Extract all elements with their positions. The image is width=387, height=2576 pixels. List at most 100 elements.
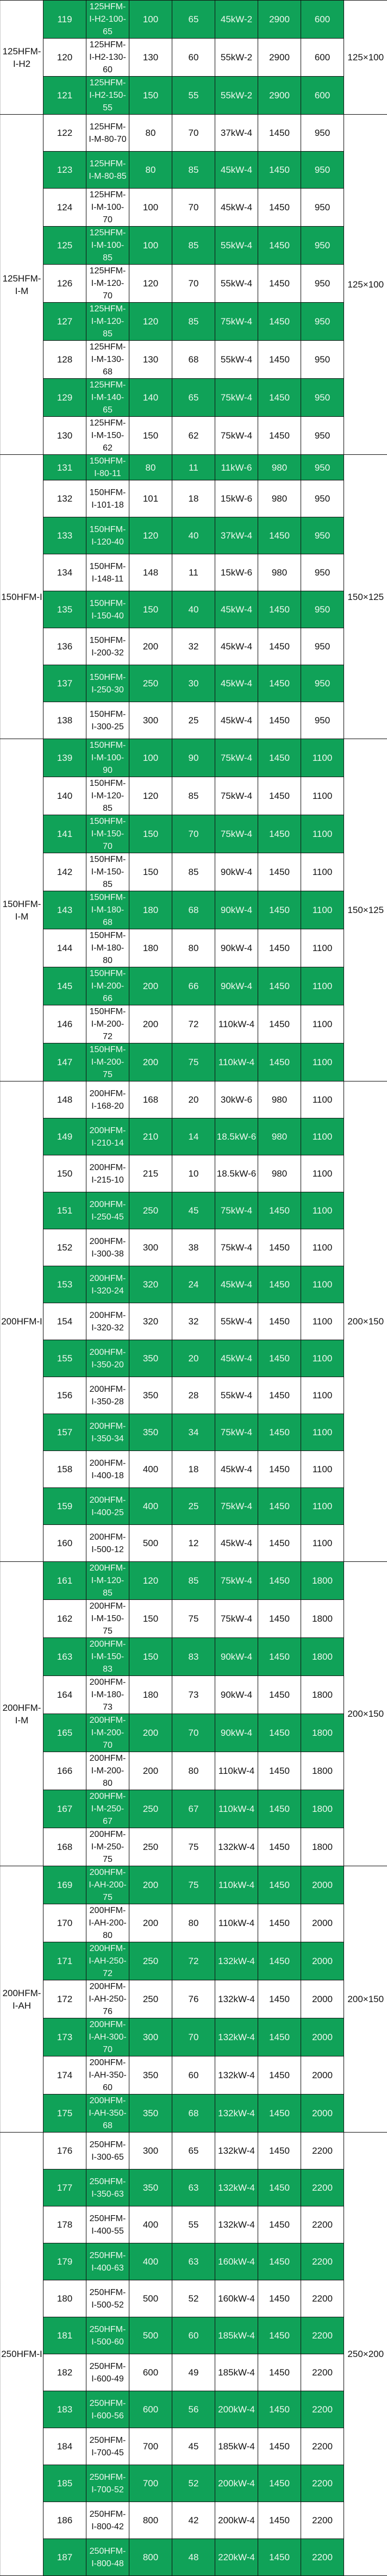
row-number: 139	[43, 739, 86, 777]
outlet-size-label: 200×150	[344, 1562, 387, 1866]
model-cell: 150HFM-I-M-180-68	[86, 891, 129, 929]
motor-cell: 132kW-4	[215, 1828, 258, 1866]
row-number: 127	[43, 303, 86, 341]
head-cell: 68	[172, 341, 215, 379]
head-cell: 40	[172, 591, 215, 628]
head-cell: 24	[172, 1266, 215, 1303]
motor-cell: 90kW-4	[215, 1714, 258, 1752]
series-group-label: 125HFM-I-M	[1, 115, 43, 455]
value-cell: 1100	[301, 929, 344, 967]
speed-cell: 1450	[258, 1828, 301, 1866]
model-cell: 150HFM-I-M-150-70	[86, 815, 129, 853]
value-cell: 950	[301, 115, 344, 152]
row-number: 149	[43, 1118, 86, 1155]
value-cell: 2200	[301, 2428, 344, 2465]
motor-cell: 45kW-4	[215, 1451, 258, 1488]
head-cell: 32	[172, 628, 215, 665]
flow-cell: 200	[129, 1005, 172, 1043]
model-cell: 200HFM-I-400-25	[86, 1488, 129, 1525]
model-cell: 125HFM-I-M-100-85	[86, 227, 129, 265]
series-group-label: 250HFM-I	[1, 2133, 43, 2576]
series-group-label: 200HFM-I	[1, 1081, 43, 1562]
row-number: 163	[43, 1638, 86, 1676]
value-cell: 950	[301, 265, 344, 303]
speed-cell: 1450	[258, 1714, 301, 1752]
model-cell: 125HFM-I-M-80-70	[86, 115, 129, 152]
model-cell: 200HFM-I-350-34	[86, 1414, 129, 1451]
speed-cell: 1450	[258, 1377, 301, 1414]
head-cell: 70	[172, 189, 215, 227]
model-cell: 150HFM-I-200-32	[86, 628, 129, 665]
flow-cell: 300	[129, 1229, 172, 1266]
head-cell: 40	[172, 517, 215, 554]
flow-cell: 150	[129, 591, 172, 628]
flow-cell: 120	[129, 517, 172, 554]
speed-cell: 1450	[258, 2428, 301, 2465]
head-cell: 68	[172, 891, 215, 929]
motor-cell: 132kW-4	[215, 2133, 258, 2169]
model-cell: 200HFM-I-215-10	[86, 1155, 129, 1192]
model-cell: 200HFM-I-M-180-73	[86, 1676, 129, 1714]
motor-cell: 132kW-4	[215, 2169, 258, 2206]
head-cell: 45	[172, 2428, 215, 2465]
speed-cell: 1450	[258, 152, 301, 189]
motor-cell: 45kW-4	[215, 1340, 258, 1377]
row-number: 154	[43, 1303, 86, 1340]
head-cell: 60	[172, 2056, 215, 2094]
speed-cell: 1450	[258, 2169, 301, 2206]
speed-cell: 1450	[258, 591, 301, 628]
model-cell: 200HFM-I-M-250-67	[86, 1790, 129, 1828]
row-number: 151	[43, 1192, 86, 1229]
value-cell: 950	[301, 591, 344, 628]
head-cell: 20	[172, 1340, 215, 1377]
flow-cell: 101	[129, 480, 172, 517]
flow-cell: 600	[129, 2354, 172, 2391]
flow-cell: 400	[129, 1488, 172, 1525]
motor-cell: 45kW-4	[215, 628, 258, 665]
model-cell: 150HFM-I-250-30	[86, 665, 129, 702]
outlet-size-label: 125×100	[344, 115, 387, 455]
motor-cell: 75kW-4	[215, 1488, 258, 1525]
flow-cell: 140	[129, 379, 172, 417]
motor-cell: 37kW-4	[215, 115, 258, 152]
motor-cell: 45kW-2	[215, 1, 258, 39]
motor-cell: 90kW-4	[215, 1638, 258, 1676]
head-cell: 45	[172, 1192, 215, 1229]
model-cell: 150HFM-I-M-120-85	[86, 777, 129, 815]
motor-cell: 200kW-4	[215, 2465, 258, 2502]
value-cell: 950	[301, 554, 344, 591]
flow-cell: 250	[129, 1980, 172, 2018]
model-cell: 150HFM-I-148-11	[86, 554, 129, 591]
speed-cell: 1450	[258, 1525, 301, 1562]
speed-cell: 1450	[258, 2133, 301, 2169]
flow-cell: 168	[129, 1081, 172, 1118]
speed-cell: 2900	[258, 39, 301, 77]
head-cell: 20	[172, 1081, 215, 1118]
speed-cell: 1450	[258, 417, 301, 455]
motor-cell: 160kW-4	[215, 2243, 258, 2280]
value-cell: 2200	[301, 2317, 344, 2354]
row-number: 178	[43, 2206, 86, 2243]
flow-cell: 150	[129, 417, 172, 455]
value-cell: 2000	[301, 1942, 344, 1980]
flow-cell: 350	[129, 1340, 172, 1377]
head-cell: 56	[172, 2391, 215, 2428]
model-cell: 150HFM-I-M-180-80	[86, 929, 129, 967]
flow-cell: 200	[129, 1714, 172, 1752]
head-cell: 63	[172, 2169, 215, 2206]
